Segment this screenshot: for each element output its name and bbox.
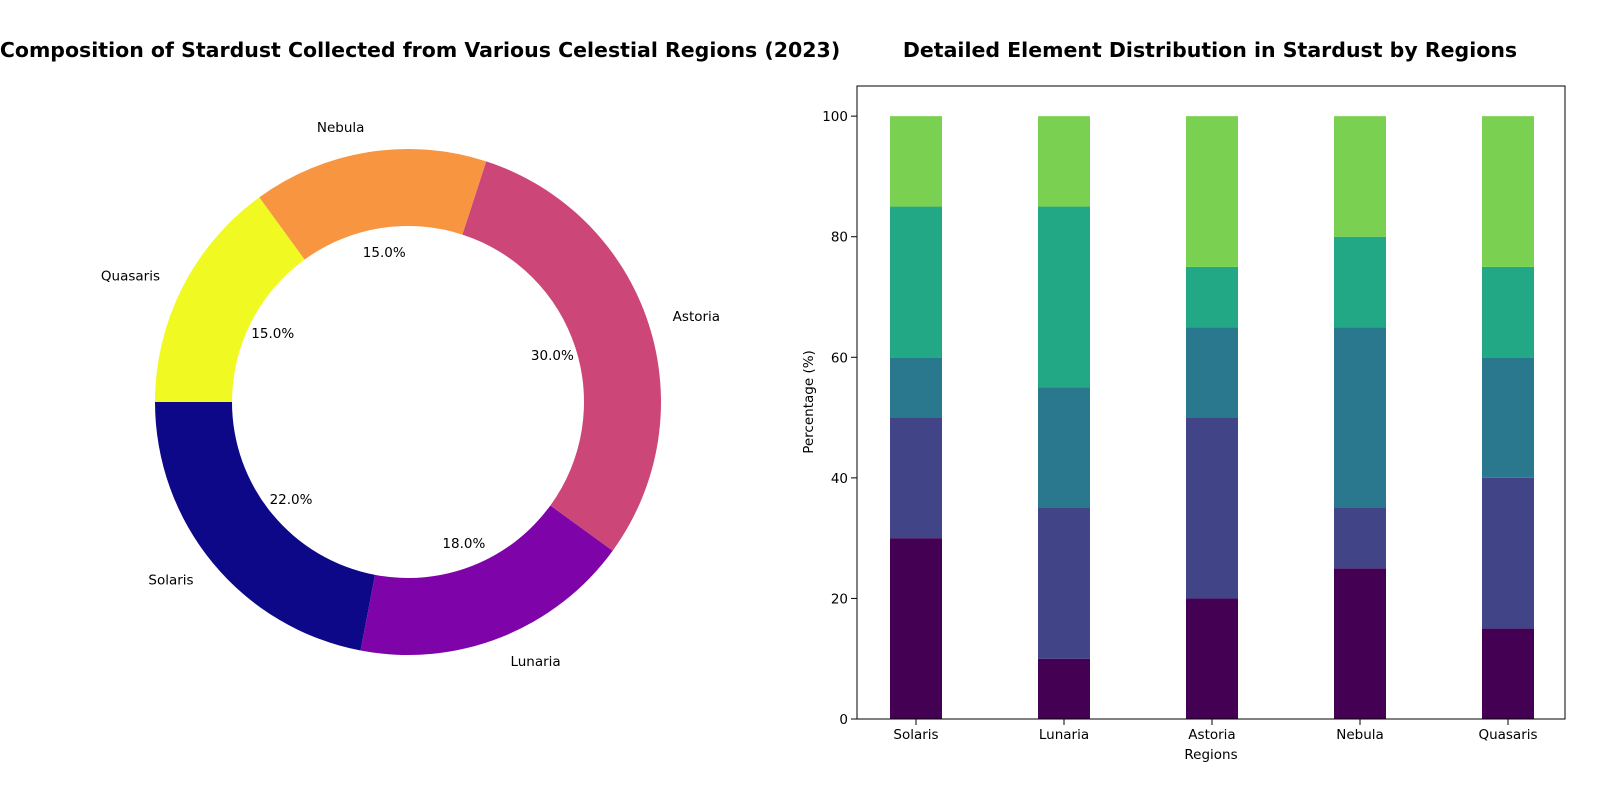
bar-astoria-segment-4 — [1186, 266, 1238, 328]
x-axis-label: Regions — [1184, 747, 1237, 763]
donut-chart: Solaris 22.0% Lunaria 18.0% Astoria 30.0% Nebu… — [101, 120, 720, 670]
bar-lunaria-segment-3 — [1038, 387, 1090, 508]
y-tick-label: 80 — [831, 230, 848, 246]
bar-solaris-segment-2 — [890, 417, 942, 539]
donut-label-lunaria: Lunaria — [510, 654, 560, 670]
bar-quasaris-segment-4 — [1482, 266, 1534, 358]
bar-quasaris-segment-3 — [1482, 357, 1534, 478]
bar-solaris-segment-4 — [890, 206, 942, 358]
x-tick-label-lunaria: Lunaria — [1039, 727, 1089, 743]
donut-slice-solaris — [155, 402, 376, 651]
y-tick-label: 0 — [839, 712, 848, 728]
bar-solaris-segment-1 — [890, 538, 942, 719]
donut-pct-lunaria: 18.0% — [442, 536, 485, 552]
bar-astoria-segment-5 — [1186, 116, 1238, 267]
bar-quasaris-segment-1 — [1482, 628, 1534, 719]
y-tick-label: 20 — [831, 591, 848, 607]
donut-pct-nebula: 15.0% — [363, 245, 406, 261]
bar-astoria-segment-1 — [1186, 598, 1238, 719]
bar-nebula-segment-1 — [1334, 568, 1386, 719]
bar-lunaria-segment-5 — [1038, 116, 1090, 207]
donut-slice-nebula — [259, 149, 487, 260]
donut-pct-quasaris: 15.0% — [251, 326, 294, 342]
donut-slice-quasaris — [155, 197, 305, 402]
x-tick-label-nebula: Nebula — [1336, 727, 1384, 743]
bar-quasaris-segment-2 — [1482, 477, 1534, 629]
bar-nebula-segment-3 — [1334, 327, 1386, 508]
bar-astoria-segment-3 — [1186, 327, 1238, 418]
y-axis-label: Percentage (%) — [801, 350, 817, 454]
y-tick-label: 60 — [831, 350, 848, 366]
bar-lunaria-segment-1 — [1038, 658, 1090, 719]
donut-chart-title: Composition of Stardust Collected from V… — [0, 38, 840, 62]
bar-quasaris-segment-5 — [1482, 116, 1534, 267]
y-tick-label: 40 — [831, 471, 848, 487]
bar-astoria-segment-2 — [1186, 417, 1238, 599]
donut-slice-lunaria — [360, 505, 613, 655]
donut-label-nebula: Nebula — [317, 120, 365, 136]
bar-nebula-segment-5 — [1334, 116, 1386, 237]
bar-solaris-segment-5 — [890, 116, 942, 207]
bar-nebula-segment-2 — [1334, 508, 1386, 569]
bar-plot-frame — [856, 85, 1566, 720]
bar-solaris-segment-3 — [890, 357, 942, 418]
bar-chart-title: Detailed Element Distribution in Stardus… — [903, 38, 1517, 62]
bar-nebula-segment-4 — [1334, 236, 1386, 328]
bar-lunaria-segment-2 — [1038, 508, 1090, 659]
y-tick-label: 100 — [822, 109, 848, 125]
bar-lunaria-segment-4 — [1038, 206, 1090, 388]
donut-label-quasaris: Quasaris — [101, 269, 160, 285]
donut-label-astoria: Astoria — [673, 309, 720, 325]
donut-pct-astoria: 30.0% — [531, 348, 574, 364]
donut-pct-solaris: 22.0% — [270, 492, 313, 508]
x-tick-label-astoria: Astoria — [1188, 727, 1235, 743]
stacked-bar-chart: Regions Percentage (%) 0 20 40 60 80 100 Solar… — [801, 85, 1566, 763]
donut-label-solaris: Solaris — [148, 572, 193, 588]
x-tick-label-quasaris: Quasaris — [1478, 727, 1537, 743]
x-tick-label-solaris: Solaris — [893, 727, 938, 743]
donut-slice-astoria — [462, 161, 661, 551]
